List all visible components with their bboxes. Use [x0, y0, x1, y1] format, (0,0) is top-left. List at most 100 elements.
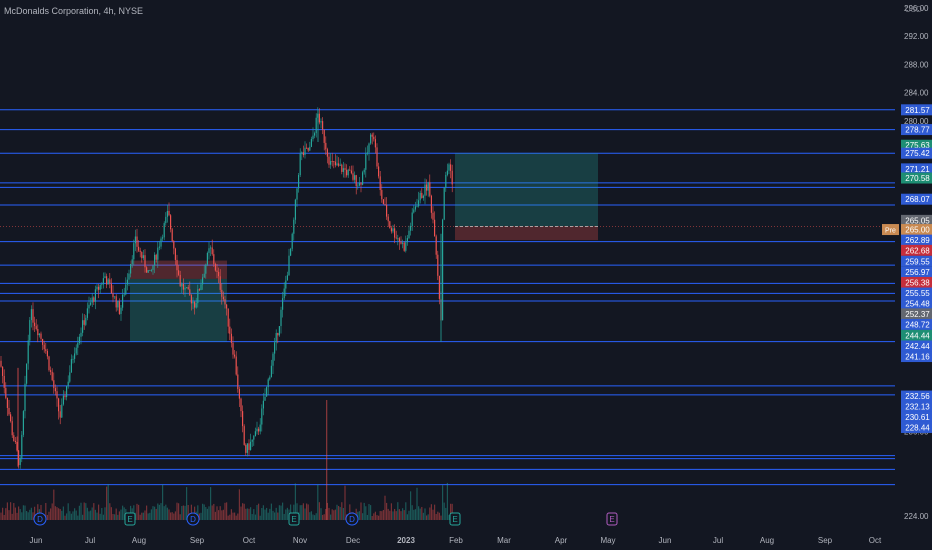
candle-body[interactable]: [346, 169, 348, 176]
candle-body[interactable]: [115, 296, 117, 308]
candle-body[interactable]: [194, 301, 196, 308]
candle-body[interactable]: [405, 242, 407, 251]
candle-body[interactable]: [400, 241, 402, 244]
candle-body[interactable]: [314, 133, 316, 136]
price-label[interactable]: 281.57: [901, 104, 932, 116]
candle-body[interactable]: [187, 287, 189, 290]
candle-body[interactable]: [389, 221, 391, 229]
candle-body[interactable]: [206, 252, 208, 265]
candle-body[interactable]: [338, 163, 340, 166]
candle-body[interactable]: [278, 326, 280, 336]
candle-body[interactable]: [195, 303, 197, 308]
candle-body[interactable]: [390, 228, 392, 232]
dividend-marker[interactable]: [186, 512, 200, 526]
candle-body[interactable]: [174, 248, 176, 260]
candle-body[interactable]: [77, 342, 79, 348]
candle-body[interactable]: [82, 320, 84, 333]
candle-body[interactable]: [178, 270, 180, 275]
candle-body[interactable]: [134, 236, 136, 244]
candle-body[interactable]: [58, 398, 60, 412]
candle-body[interactable]: [397, 238, 399, 240]
candle-body[interactable]: [80, 332, 82, 337]
candle-body[interactable]: [22, 411, 24, 435]
candle-body[interactable]: [387, 216, 389, 222]
candle-body[interactable]: [344, 168, 346, 170]
candle-body[interactable]: [88, 304, 90, 309]
candle-body[interactable]: [170, 215, 172, 230]
candle-body[interactable]: [341, 164, 343, 172]
candle-body[interactable]: [446, 170, 448, 175]
candle-body[interactable]: [198, 289, 200, 291]
candle-body[interactable]: [416, 206, 418, 208]
candle-body[interactable]: [160, 238, 162, 247]
candle-body[interactable]: [379, 176, 381, 191]
candle-body[interactable]: [250, 441, 252, 450]
candle-body[interactable]: [59, 411, 61, 418]
candle-body[interactable]: [358, 182, 360, 186]
candle-body[interactable]: [354, 175, 356, 180]
candle-body[interactable]: [430, 195, 432, 213]
candle-body[interactable]: [291, 233, 293, 249]
candle-body[interactable]: [226, 304, 228, 309]
candle-body[interactable]: [288, 255, 290, 276]
long-stop-zone[interactable]: [455, 226, 598, 241]
candle-body[interactable]: [176, 259, 178, 271]
candle-body[interactable]: [158, 246, 160, 248]
candle-body[interactable]: [274, 342, 276, 354]
candle-body[interactable]: [352, 173, 354, 180]
candle-body[interactable]: [299, 153, 301, 176]
candle-body[interactable]: [302, 152, 304, 156]
candle-body[interactable]: [24, 383, 26, 412]
price-label[interactable]: 248.72: [901, 318, 932, 330]
earnings-marker[interactable]: [288, 512, 300, 526]
candle-body[interactable]: [45, 349, 47, 351]
candle-body[interactable]: [96, 286, 98, 290]
price-label[interactable]: 275.42: [901, 147, 932, 159]
candle-body[interactable]: [197, 289, 199, 304]
candle-body[interactable]: [157, 247, 159, 260]
candle-body[interactable]: [146, 267, 148, 273]
candle-body[interactable]: [18, 450, 20, 466]
candle-body[interactable]: [114, 296, 116, 298]
candle-body[interactable]: [136, 236, 138, 247]
price-label[interactable]: 265.00: [901, 224, 932, 236]
candle-body[interactable]: [251, 439, 253, 442]
candle-body[interactable]: [312, 135, 314, 140]
candle-body[interactable]: [442, 219, 444, 321]
candle-body[interactable]: [259, 424, 261, 432]
candle-body[interactable]: [182, 283, 184, 290]
candle-body[interactable]: [166, 210, 168, 217]
candle-body[interactable]: [261, 408, 263, 425]
candle-body[interactable]: [370, 134, 372, 144]
candle-body[interactable]: [19, 458, 21, 466]
candle-body[interactable]: [10, 414, 12, 422]
candle-body[interactable]: [315, 117, 317, 134]
candle-body[interactable]: [48, 356, 50, 371]
candle-body[interactable]: [326, 149, 328, 157]
candle-body[interactable]: [363, 169, 365, 173]
dividend-marker[interactable]: [33, 512, 47, 526]
candle-body[interactable]: [382, 199, 384, 205]
candle-body[interactable]: [242, 411, 244, 427]
candle-body[interactable]: [3, 375, 5, 388]
candle-body[interactable]: [235, 356, 237, 375]
candle-body[interactable]: [269, 377, 271, 380]
symbol-title[interactable]: McDonalds Corporation, 4h, NYSE: [4, 6, 144, 16]
candle-body[interactable]: [275, 333, 277, 343]
candle-body[interactable]: [2, 366, 4, 376]
candle-body[interactable]: [219, 276, 221, 290]
candle-body[interactable]: [298, 175, 300, 189]
candle-body[interactable]: [427, 182, 429, 191]
candle-body[interactable]: [189, 289, 191, 296]
candle-body[interactable]: [30, 309, 32, 321]
candle-body[interactable]: [368, 143, 370, 153]
candle-body[interactable]: [230, 333, 232, 343]
price-label[interactable]: 228.44: [901, 421, 932, 433]
candle-body[interactable]: [123, 294, 125, 296]
candle-body[interactable]: [32, 309, 34, 323]
candle-body[interactable]: [216, 270, 218, 272]
candle-body[interactable]: [357, 185, 359, 187]
candle-body[interactable]: [245, 444, 247, 453]
candle-body[interactable]: [227, 308, 229, 327]
candle-body[interactable]: [347, 169, 349, 176]
